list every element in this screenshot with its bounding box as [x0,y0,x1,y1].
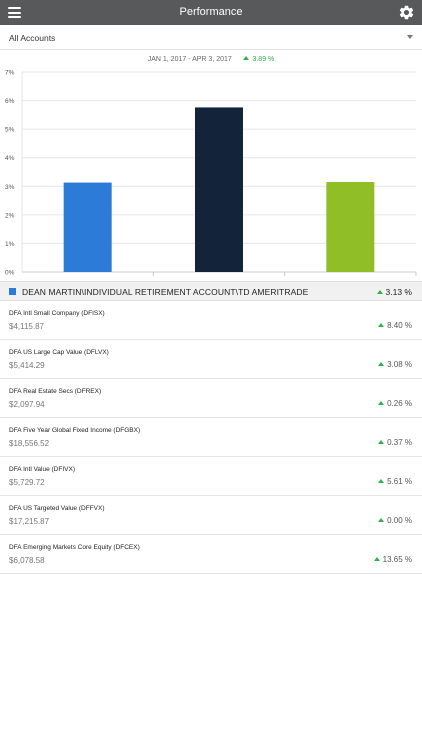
up-arrow-icon [378,440,385,444]
y-tick-label: 1% [5,241,15,248]
y-tick-label: 7% [5,70,15,77]
holding-name: DFA US Large Cap Value (DFLVX) [9,349,109,356]
account-color-square [9,288,16,295]
holding-row[interactable]: DFA Real Estate Secs (DFREX) $2,097.94 0.2… [0,379,422,418]
up-arrow-icon [378,362,385,366]
account-return-value: 3.13 % [385,287,412,297]
holding-row[interactable]: DFA Emerging Markets Core Equity (DFCEX)… [0,535,422,574]
account-selector[interactable]: All Accounts [0,25,422,50]
holding-return: 8.40 % [378,321,412,330]
performance-chart: 0% 1% 2% 3% 4% 5% 6% 7% [0,66,422,278]
y-tick-label: 4% [5,155,15,162]
holding-return-value: 3.08 % [387,360,412,369]
up-arrow-icon [378,323,385,327]
up-arrow-icon [378,479,385,483]
holding-return-value: 0.26 % [387,399,412,408]
holdings-list: DFA Intl Small Company (DFISX) $4,115.87 8… [0,301,422,574]
holding-name: DFA Real Estate Secs (DFREX) [9,388,102,395]
holding-name: DFA US Targeted Value (DFFVX) [9,505,105,512]
performance-bar-chart: 0% 1% 2% 3% 4% 5% 6% 7% [5,70,417,277]
holding-return: 3.08 % [378,360,412,369]
y-tick-label: 6% [5,98,15,105]
page-title: Performance [179,6,243,18]
y-tick-label: 2% [5,212,15,219]
holding-return: 5.61 % [378,477,412,486]
holding-row[interactable]: DFA Five Year Global Fixed Income (DFGBX… [0,418,422,457]
chevron-down-icon [407,35,413,39]
account-return: 3.13 % [376,287,412,297]
up-arrow-icon [376,290,383,294]
holding-row[interactable]: DFA Intl Small Company (DFISX) $4,115.87 8… [0,301,422,340]
up-arrow-icon [378,518,385,522]
holding-return-value: 8.40 % [387,321,412,330]
holding-value: $18,556.52 [9,439,50,448]
y-tick-label: 0% [5,270,15,277]
holding-name: DFA Five Year Global Fixed Income (DFGBX… [9,427,141,434]
account-row[interactable]: DEAN MARTIN\INDIVIDUAL RETIREMENT ACCOUN… [0,281,422,301]
y-tick-label: 5% [5,127,15,134]
up-arrow-icon [378,401,385,405]
hamburger-menu-icon[interactable] [8,6,22,19]
bar [63,182,112,272]
date-range: JAN 1, 2017 - APR 3, 2017 [147,56,232,63]
up-arrow-icon [243,56,250,60]
holding-name: DFA Intl Small Company (DFISX) [9,310,105,317]
y-tick-label: 3% [5,184,15,191]
gear-icon[interactable] [398,4,415,21]
holding-value: $4,115.87 [9,322,44,331]
bar [195,107,243,272]
app-header: Performance [0,0,422,25]
holding-return: 0.00 % [378,516,412,525]
holding-value: $17,215.87 [9,517,50,526]
up-arrow-icon [373,557,380,561]
holding-return: 13.65 % [373,555,412,564]
account-name: DEAN MARTIN\INDIVIDUAL RETIREMENT ACCOUN… [22,287,309,297]
holding-value: $2,097.94 [9,400,45,409]
holding-return-value: 0.37 % [387,438,412,447]
holding-name: DFA Emerging Markets Core Equity (DFCEX) [9,544,140,551]
holding-row[interactable]: DFA US Targeted Value (DFFVX) $17,215.87 0… [0,496,422,535]
holding-name: DFA Intl Value (DFIVX) [9,466,75,473]
period-summary: JAN 1, 2017 - APR 3, 2017 3.89 % [0,56,422,66]
holding-value: $5,729.72 [9,478,45,487]
holding-return: 0.26 % [378,399,412,408]
holding-return: 0.37 % [378,438,412,447]
holding-row[interactable]: DFA Intl Value (DFIVX) $5,729.72 5.61 % [0,457,422,496]
bar [326,182,375,272]
holding-row[interactable]: DFA US Large Cap Value (DFLVX) $5,414.29 3… [0,340,422,379]
holding-return-value: 13.65 % [382,555,412,564]
holding-value: $5,414.29 [9,361,45,370]
holding-return-value: 0.00 % [387,516,412,525]
account-selector-value: All Accounts [9,33,56,43]
period-change: 3.89 % [252,56,275,63]
holding-return-value: 5.61 % [387,477,412,486]
holding-value: $6,078.58 [9,556,45,565]
